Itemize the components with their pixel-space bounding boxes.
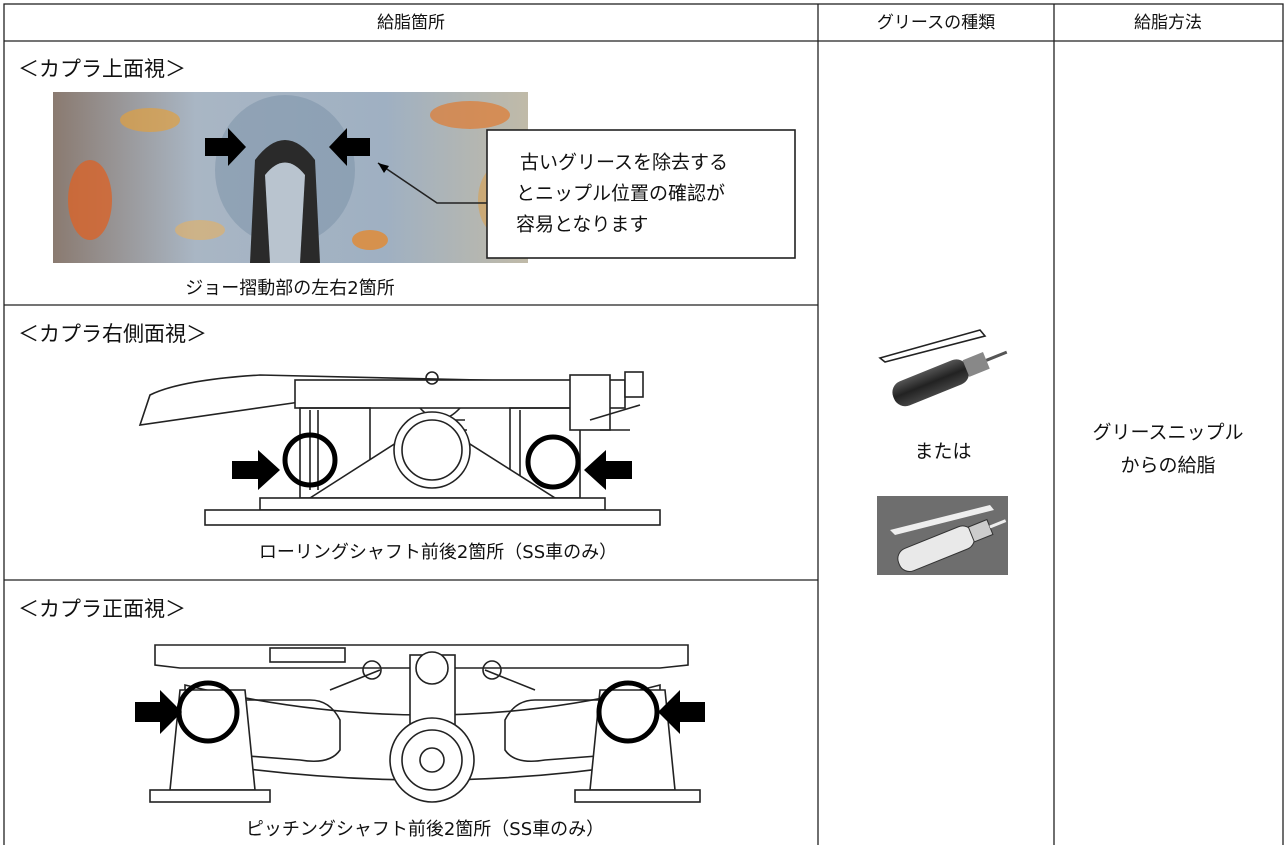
section-title: ＜カプラ上面視＞ [18,57,186,81]
side-view-drawing [138,371,661,526]
caption: ローリングシャフト前後2箇所（SS車のみ） [259,542,617,563]
callout-text: 容易となります [516,214,648,236]
method-text: からの給脂 [1120,455,1215,477]
separator-text: または [914,441,971,463]
lever-grease-gun-icon [877,496,1008,575]
top-view-photo [53,92,528,263]
callout-box [486,129,796,259]
manual-grease-gun-icon [878,329,1008,407]
callout-text: とニップル位置の確認が [516,183,725,205]
caption: ピッチングシャフト前後2箇所（SS車のみ） [246,819,604,840]
callout-text: 古いグリースを除去する [520,152,728,174]
callout-leader [377,162,487,204]
section-title: ＜カプラ右側面視＞ [18,322,207,346]
caption: ジョー摺動部の左右2箇所 [185,278,394,299]
section-title: ＜カプラ正面視＞ [18,597,186,621]
header-cell: 給脂方法 [1134,13,1202,33]
callout-arrowhead [378,163,389,173]
method-text: グリースニップル [1092,422,1243,444]
header-cell: グリースの種類 [877,13,995,33]
front-view-drawing [135,644,705,803]
table-grid [3,3,1284,845]
header-cell: 給脂箇所 [377,13,445,33]
